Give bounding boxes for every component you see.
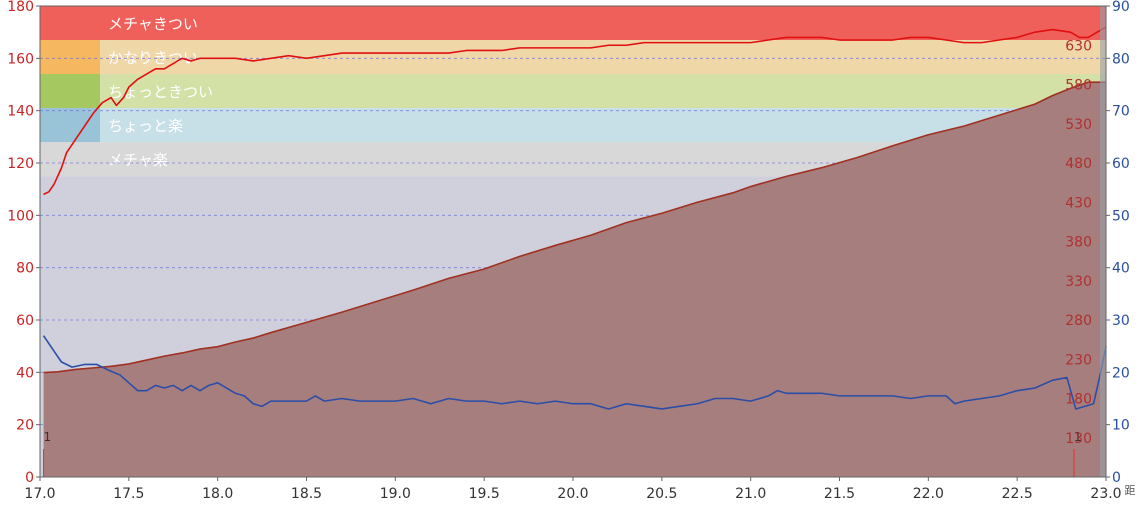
right-red-axis-tick: 130 [1065, 431, 1092, 447]
series-line [42, 335, 1107, 410]
right-blue-axis-tick: 0 [1112, 470, 1121, 486]
x-axis-tick: 23.0 [1090, 486, 1121, 502]
left-axis-tick: 180 [7, 0, 34, 15]
x-axis-tick: 19.0 [380, 486, 411, 502]
right-red-axis-tick: 430 [1065, 195, 1092, 211]
right-axis-unit: 距 [1125, 484, 1136, 497]
right-red-axis-tick: 330 [1065, 274, 1092, 290]
zone-label: メチャきつい [108, 15, 198, 33]
right-blue-axis-tick: 90 [1112, 0, 1130, 15]
zone-label: ちょっと楽 [108, 117, 183, 135]
right-red-axis-tick: 480 [1065, 156, 1092, 172]
x-axis-tick: 20.0 [557, 486, 588, 502]
plot-right-strip [1100, 6, 1106, 477]
x-axis-tick: 17.0 [24, 486, 55, 502]
zone-swatch [40, 108, 100, 143]
right-red-axis-tick: 380 [1065, 235, 1092, 251]
right-red-axis-tick: 530 [1065, 117, 1092, 133]
zone-swatch [40, 6, 100, 41]
right-blue-axis-tick: 10 [1112, 418, 1130, 434]
zone-swatch [40, 40, 100, 75]
right-blue-axis-tick: 80 [1112, 51, 1130, 67]
left-axis-tick: 120 [7, 156, 34, 172]
x-axis-tick: 19.5 [469, 486, 500, 502]
right-red-axis-tick: 280 [1065, 313, 1092, 329]
series-line [43, 26, 1107, 196]
lap-label: 1 [1074, 430, 1082, 444]
x-axis-tick: 20.5 [646, 486, 677, 502]
x-axis-tick: 18.0 [202, 486, 233, 502]
left-axis-tick: 40 [16, 365, 34, 381]
right-red-axis-tick: 180 [1065, 392, 1092, 408]
right-red-axis-tick: 630 [1065, 38, 1092, 54]
right-blue-axis-tick: 60 [1112, 156, 1130, 172]
x-axis-tick: 21.0 [735, 486, 766, 502]
right-blue-axis-tick: 40 [1112, 261, 1130, 277]
left-axis-tick: 140 [7, 104, 34, 120]
x-axis-tick: 17.5 [113, 486, 144, 502]
x-axis-tick: 22.0 [913, 486, 944, 502]
series-area [43, 82, 1106, 478]
right-blue-axis-tick: 20 [1112, 365, 1130, 381]
zone-label: メチャ楽 [108, 151, 168, 169]
left-axis-tick: 0 [25, 470, 34, 486]
x-axis-tick: 18.5 [291, 486, 322, 502]
right-red-axis-tick: 230 [1065, 352, 1092, 368]
x-axis-tick: 22.5 [1002, 486, 1033, 502]
x-axis-tick: 21.5 [824, 486, 855, 502]
right-blue-axis-tick: 50 [1112, 208, 1130, 224]
zone-band [40, 6, 1106, 41]
right-red-axis-tick: 580 [1065, 78, 1092, 94]
zone-band [40, 74, 1106, 109]
left-axis-tick: 100 [7, 208, 34, 224]
left-axis-tick: 160 [7, 51, 34, 67]
zone-label: ちょっときつい [108, 83, 213, 101]
left-axis-tick: 20 [16, 418, 34, 434]
zone-swatch [40, 74, 100, 109]
lap-label: 1 [44, 430, 52, 444]
right-blue-axis-tick: 70 [1112, 104, 1130, 120]
left-axis-tick: 80 [16, 261, 34, 277]
series-line [43, 81, 1106, 374]
left-axis-tick: 60 [16, 313, 34, 329]
right-blue-axis-tick: 30 [1112, 313, 1130, 329]
zone-band [40, 40, 1106, 75]
